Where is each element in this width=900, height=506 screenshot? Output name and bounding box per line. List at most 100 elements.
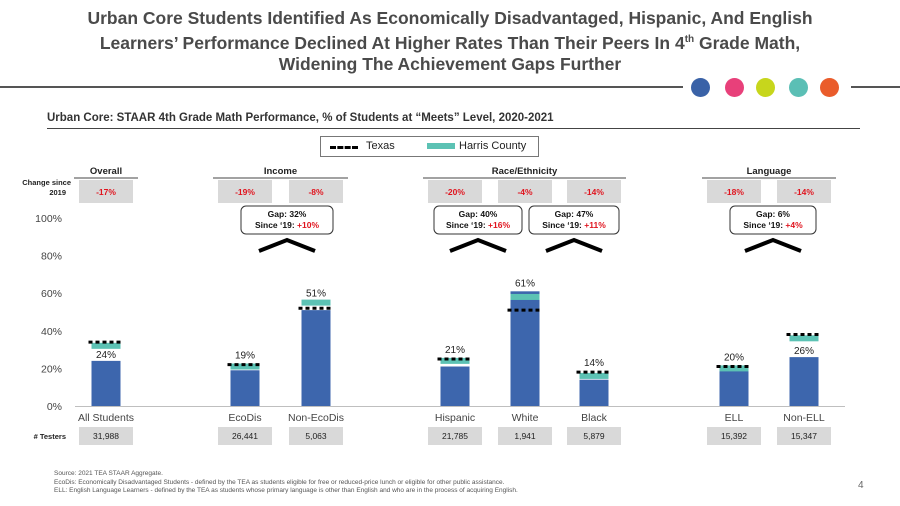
title-line-3: Widening The Achievement Gaps Further xyxy=(278,53,622,74)
testers-box xyxy=(567,427,621,445)
page-number: 4 xyxy=(858,480,864,491)
harris-marker xyxy=(789,335,819,342)
testers-value: 1,941 xyxy=(514,431,536,441)
decor-dot-lime xyxy=(756,78,775,97)
change-box xyxy=(218,180,272,203)
legend-harris-label: Harris County xyxy=(459,140,527,152)
source-note: Source: 2021 TEA STAAR Aggregate. xyxy=(54,470,163,477)
data-label: 26% xyxy=(794,346,814,357)
title-line-1: Urban Core Students Identified As Econom… xyxy=(87,8,813,28)
bar-urban-core xyxy=(579,379,609,406)
gap-callout-value: Gap: 6% xyxy=(756,209,790,219)
gap-since-label: Since ‘19: xyxy=(542,220,584,230)
harris-marker xyxy=(579,372,609,379)
decor-dot-pink xyxy=(725,78,744,97)
chart-legend: Texas Harris County xyxy=(320,136,539,157)
testers-box xyxy=(707,427,761,445)
bar-urban-core xyxy=(789,357,819,406)
change-row-label: 2019 xyxy=(49,188,66,197)
change-value: -19% xyxy=(235,187,255,197)
change-value: -14% xyxy=(584,187,604,197)
gap-callout-since: Since ‘19: +10% xyxy=(255,220,319,230)
gap-callout-box xyxy=(528,205,620,235)
testers-box xyxy=(428,427,482,445)
x-category-label: Non-ELL xyxy=(783,412,825,424)
title-superscript: th xyxy=(684,34,695,45)
testers-value: 5,879 xyxy=(583,431,605,441)
change-value: -4% xyxy=(517,187,533,197)
data-label: 51% xyxy=(306,289,326,300)
legend-harris-swatch xyxy=(427,143,455,149)
testers-value: 15,392 xyxy=(721,431,747,441)
chart-title-rule xyxy=(47,128,860,129)
gap-callout-value: Gap: 47% xyxy=(555,209,594,219)
gap-bracket xyxy=(258,237,316,253)
gap-callout-box xyxy=(433,205,523,235)
bar-urban-core xyxy=(440,366,470,406)
group-header: Language xyxy=(747,166,792,177)
ecodis-note: EcoDis: Economically Disadvantaged Stude… xyxy=(54,478,505,486)
harris-marker xyxy=(510,293,540,300)
gap-bracket xyxy=(449,237,507,253)
gap-callout-since: Since ‘19: +4% xyxy=(743,220,803,230)
x-category-label: ELL xyxy=(725,412,744,424)
harris-marker xyxy=(301,299,331,306)
x-category-label: Hispanic xyxy=(435,412,475,424)
decor-dot-teal xyxy=(789,78,808,97)
data-label: 19% xyxy=(235,351,255,362)
ell-note: ELL: English Language Learners - defined… xyxy=(54,487,518,494)
testers-value: 5,063 xyxy=(305,431,327,441)
group-header: Race/Ethnicity xyxy=(492,166,558,177)
gap-callout-box xyxy=(729,205,817,235)
y-tick-label: 60% xyxy=(41,288,62,300)
data-label: 21% xyxy=(445,345,465,356)
title-line-2-end: Grade Math, xyxy=(694,32,801,53)
decor-dot-blue xyxy=(691,78,710,97)
gap-callout-value: Gap: 32% xyxy=(268,209,307,219)
gap-callout-box xyxy=(240,205,334,235)
legend-texas-label: Texas xyxy=(366,140,395,152)
change-box xyxy=(777,180,831,203)
data-label: 14% xyxy=(584,358,604,369)
bar-urban-core xyxy=(510,291,540,406)
footnotes: Source: 2021 TEA STAAR Aggregate. EcoDis… xyxy=(54,470,518,496)
x-category-label: Non-EcoDis xyxy=(288,412,344,424)
y-tick-label: 20% xyxy=(41,363,62,375)
x-category-label: EcoDis xyxy=(228,412,261,424)
testers-box xyxy=(289,427,343,445)
testers-box xyxy=(498,427,552,445)
testers-value: 31,988 xyxy=(93,431,119,441)
gap-callout-since: Since ‘19: +16% xyxy=(446,220,510,230)
testers-box xyxy=(218,427,272,445)
bar-urban-core xyxy=(301,310,331,406)
testers-row-label: # Testers xyxy=(34,432,66,441)
change-box xyxy=(707,180,761,203)
y-tick-label: 0% xyxy=(47,401,62,413)
gap-bracket xyxy=(545,237,603,253)
gap-since-value: +4% xyxy=(785,220,803,230)
x-category-label: Black xyxy=(581,412,607,424)
gap-callout-value: Gap: 40% xyxy=(459,209,498,219)
harris-marker xyxy=(230,363,260,370)
data-label: 20% xyxy=(724,353,744,364)
change-value: -8% xyxy=(308,187,324,197)
group-header: Overall xyxy=(90,166,122,177)
change-value: -18% xyxy=(724,187,744,197)
y-tick-label: 100% xyxy=(35,213,62,225)
gap-since-label: Since ‘19: xyxy=(255,220,297,230)
legend-texas-swatch xyxy=(330,146,358,149)
data-label: 61% xyxy=(515,278,535,289)
title-line-2: Learners’ Performance Declined At Higher… xyxy=(40,29,860,54)
gap-bracket xyxy=(744,237,802,253)
change-box xyxy=(567,180,621,203)
bar-urban-core xyxy=(719,368,749,406)
testers-box xyxy=(79,427,133,445)
y-tick-label: 40% xyxy=(41,326,62,338)
testers-value: 21,785 xyxy=(442,431,468,441)
gap-since-value: +10% xyxy=(297,220,319,230)
change-value: -14% xyxy=(794,187,814,197)
gap-since-label: Since ‘19: xyxy=(446,220,488,230)
header-divider-right xyxy=(851,86,900,88)
page-title: Urban Core Students Identified As Econom… xyxy=(40,8,860,75)
